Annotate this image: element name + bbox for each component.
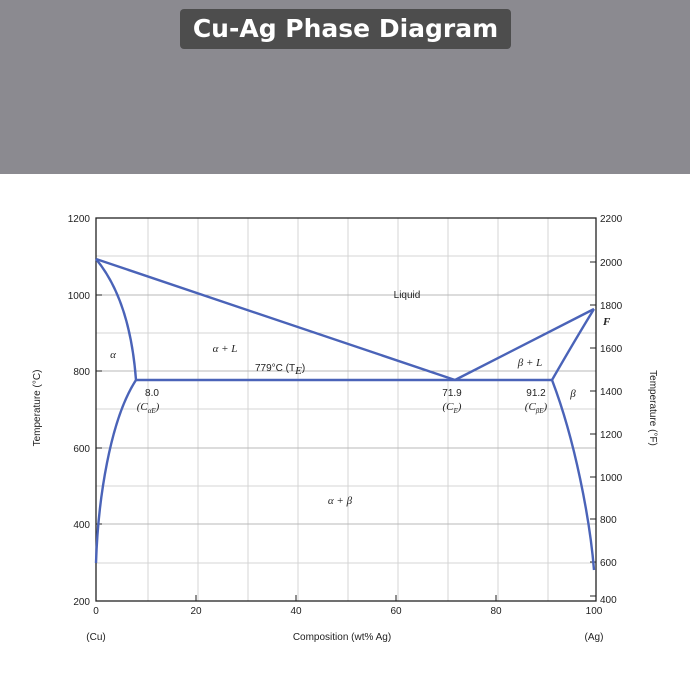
page-title: Cu-Ag Phase Diagram (180, 9, 511, 49)
y-left-tick: 1000 (68, 291, 91, 302)
beta-liquid-region-label: β + L (517, 357, 543, 369)
y-right-tick: 600 (600, 558, 617, 569)
x-tick: 80 (490, 606, 502, 617)
x-axis-label: Composition (wt% Ag) (293, 632, 391, 643)
y-right-tick: 1800 (600, 301, 623, 312)
y-right-tick: 1200 (600, 430, 623, 441)
y-left-tick: 200 (73, 597, 90, 608)
liquidus-right-line (454, 307, 595, 382)
x-tick: 40 (290, 606, 302, 617)
alpha-composition-symbol: (CαE) (137, 401, 160, 415)
x-tick: 60 (390, 606, 402, 617)
eutectic-composition-value: 71.9 (442, 388, 462, 399)
grid (96, 218, 596, 601)
y-left-tick: 1200 (68, 214, 91, 225)
alpha-beta-region-label: α + β (328, 495, 353, 507)
alpha-solidus-line (95, 258, 138, 381)
y-left-axis-label: Temperature (°C) (32, 370, 43, 447)
x-tick: 0 (93, 606, 99, 617)
x-tick: 100 (586, 606, 603, 617)
y-right-axis-label: Temperature (°F) (647, 370, 658, 446)
y-right-tick: 2000 (600, 258, 623, 269)
beta-solvus-line (550, 379, 596, 571)
beta-composition-value: 91.2 (526, 388, 546, 399)
y-right-tick: 1600 (600, 344, 623, 355)
x-tick: 20 (190, 606, 202, 617)
beta-composition-symbol: (CβE) (525, 401, 548, 415)
beta-region-label: β (569, 388, 576, 400)
y-right-tick: 1000 (600, 473, 623, 484)
phase-boundaries (94, 257, 596, 571)
eutectic-temperature-label: 779°C (TE) (255, 363, 305, 377)
liquid-region-label: Liquid (394, 290, 421, 301)
beta-solidus-line (550, 308, 596, 381)
liquidus-left-line (95, 257, 456, 382)
fahrenheit-marker-label: F (602, 316, 611, 328)
y-right-tick: 2200 (600, 214, 623, 225)
y-right-tick: 400 (600, 595, 617, 606)
alpha-composition-value: 8.0 (145, 388, 159, 399)
y-right-tick: 1400 (600, 387, 623, 398)
y-right-tick: 800 (600, 515, 617, 526)
x-axis-right-end-label: (Ag) (585, 632, 604, 643)
y-left-tick: 600 (73, 444, 90, 455)
y-left-tick: 800 (73, 367, 90, 378)
y-left-tick: 400 (73, 520, 90, 531)
plot-frame (95, 217, 597, 602)
alpha-solvus-line (94, 379, 138, 564)
eutectic-composition-symbol: (CE) (443, 401, 462, 415)
x-axis-left-end-label: (Cu) (86, 632, 105, 643)
alpha-liquid-region-label: α + L (213, 343, 238, 355)
alpha-region-label: α (110, 349, 116, 361)
